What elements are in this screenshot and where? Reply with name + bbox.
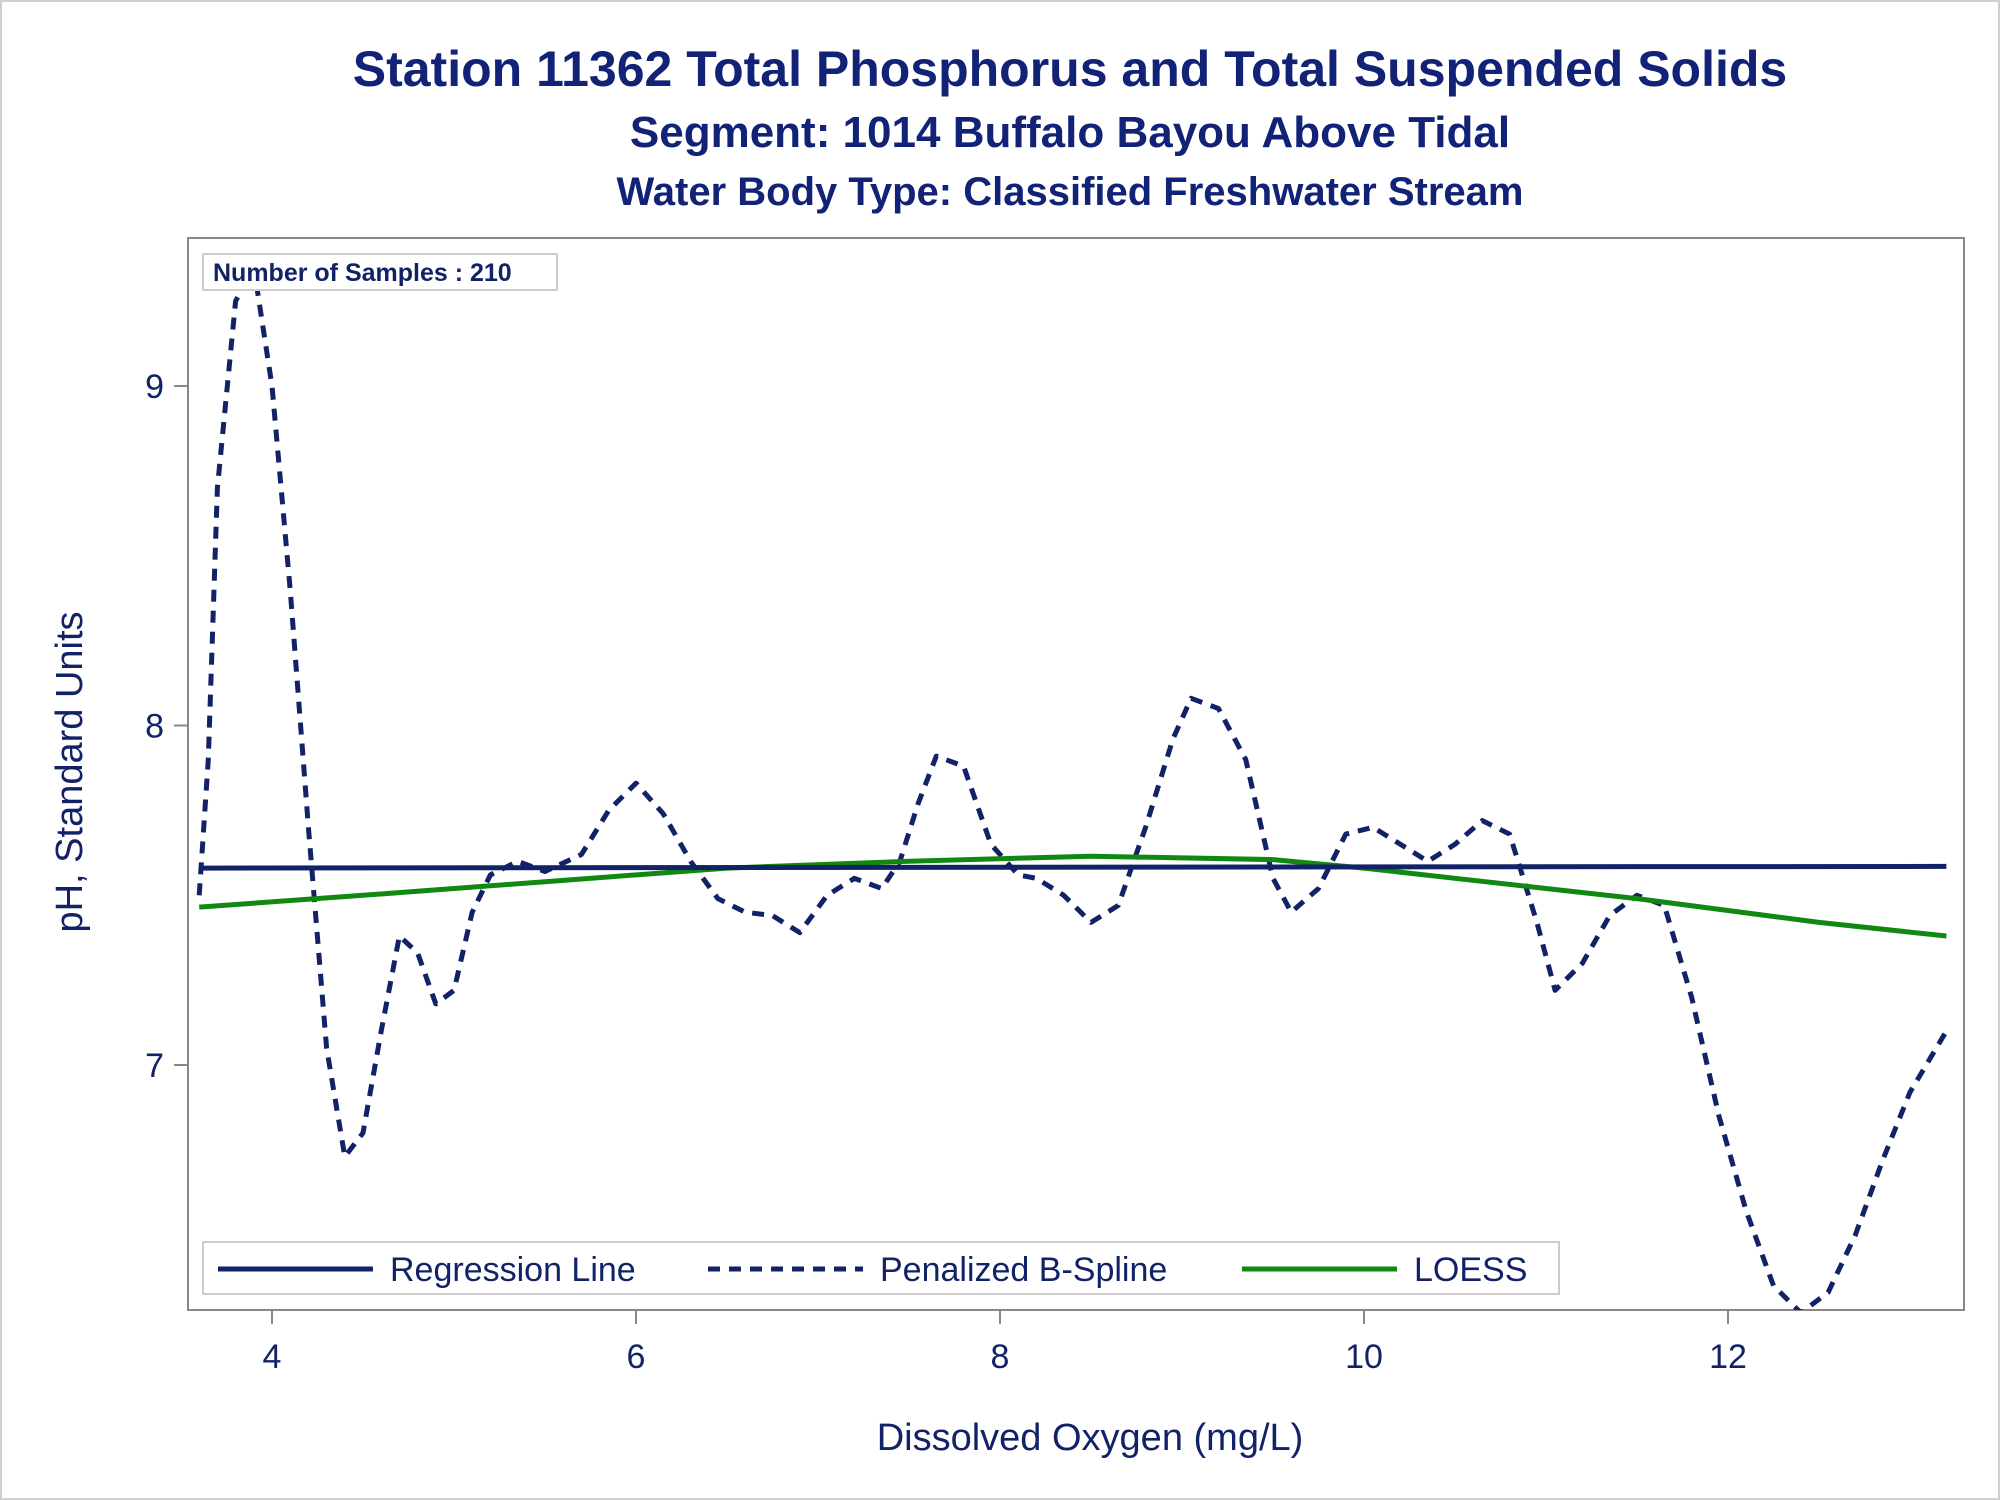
x-tick-label: 4	[263, 1338, 282, 1376]
penalized-b-spline-line	[196, 264, 1949, 1310]
x-tick-label: 12	[1709, 1338, 1747, 1376]
legend-label-loess: LOESS	[1414, 1251, 1527, 1289]
regression-line	[199, 863, 1947, 871]
y-axis-label: pH, Standard Units	[49, 611, 91, 932]
legend: Regression Line Penalized B-Spline LOESS	[202, 1241, 1560, 1295]
chart-subtitle: Segment: 1014 Buffalo Bayou Above Tidal	[629, 108, 1511, 157]
plot-area-border	[187, 237, 1965, 1311]
sample-count-label: Number of Samples : 210	[213, 259, 512, 287]
y-tick-label: 7	[145, 1047, 164, 1085]
x-tick-label: 6	[627, 1338, 646, 1376]
x-axis-label: Dissolved Oxygen (mg/L)	[877, 1417, 1304, 1459]
y-tick-label: 9	[145, 368, 164, 406]
chart-subtitle-2: Water Body Type: Classified Freshwater S…	[616, 170, 1524, 214]
legend-label-regression: Regression Line	[390, 1251, 636, 1289]
legend-label-spline: Penalized B-Spline	[880, 1251, 1167, 1289]
y-tick-label: 8	[145, 708, 164, 746]
x-tick-label: 8	[991, 1338, 1010, 1376]
legend-box	[202, 1241, 1560, 1295]
sample-count-box: Number of Samples : 210	[202, 253, 558, 291]
loess-line	[199, 853, 1947, 939]
x-tick-label: 10	[1345, 1338, 1383, 1376]
chart-title: Station 11362 Total Phosphorus and Total…	[352, 41, 1788, 97]
